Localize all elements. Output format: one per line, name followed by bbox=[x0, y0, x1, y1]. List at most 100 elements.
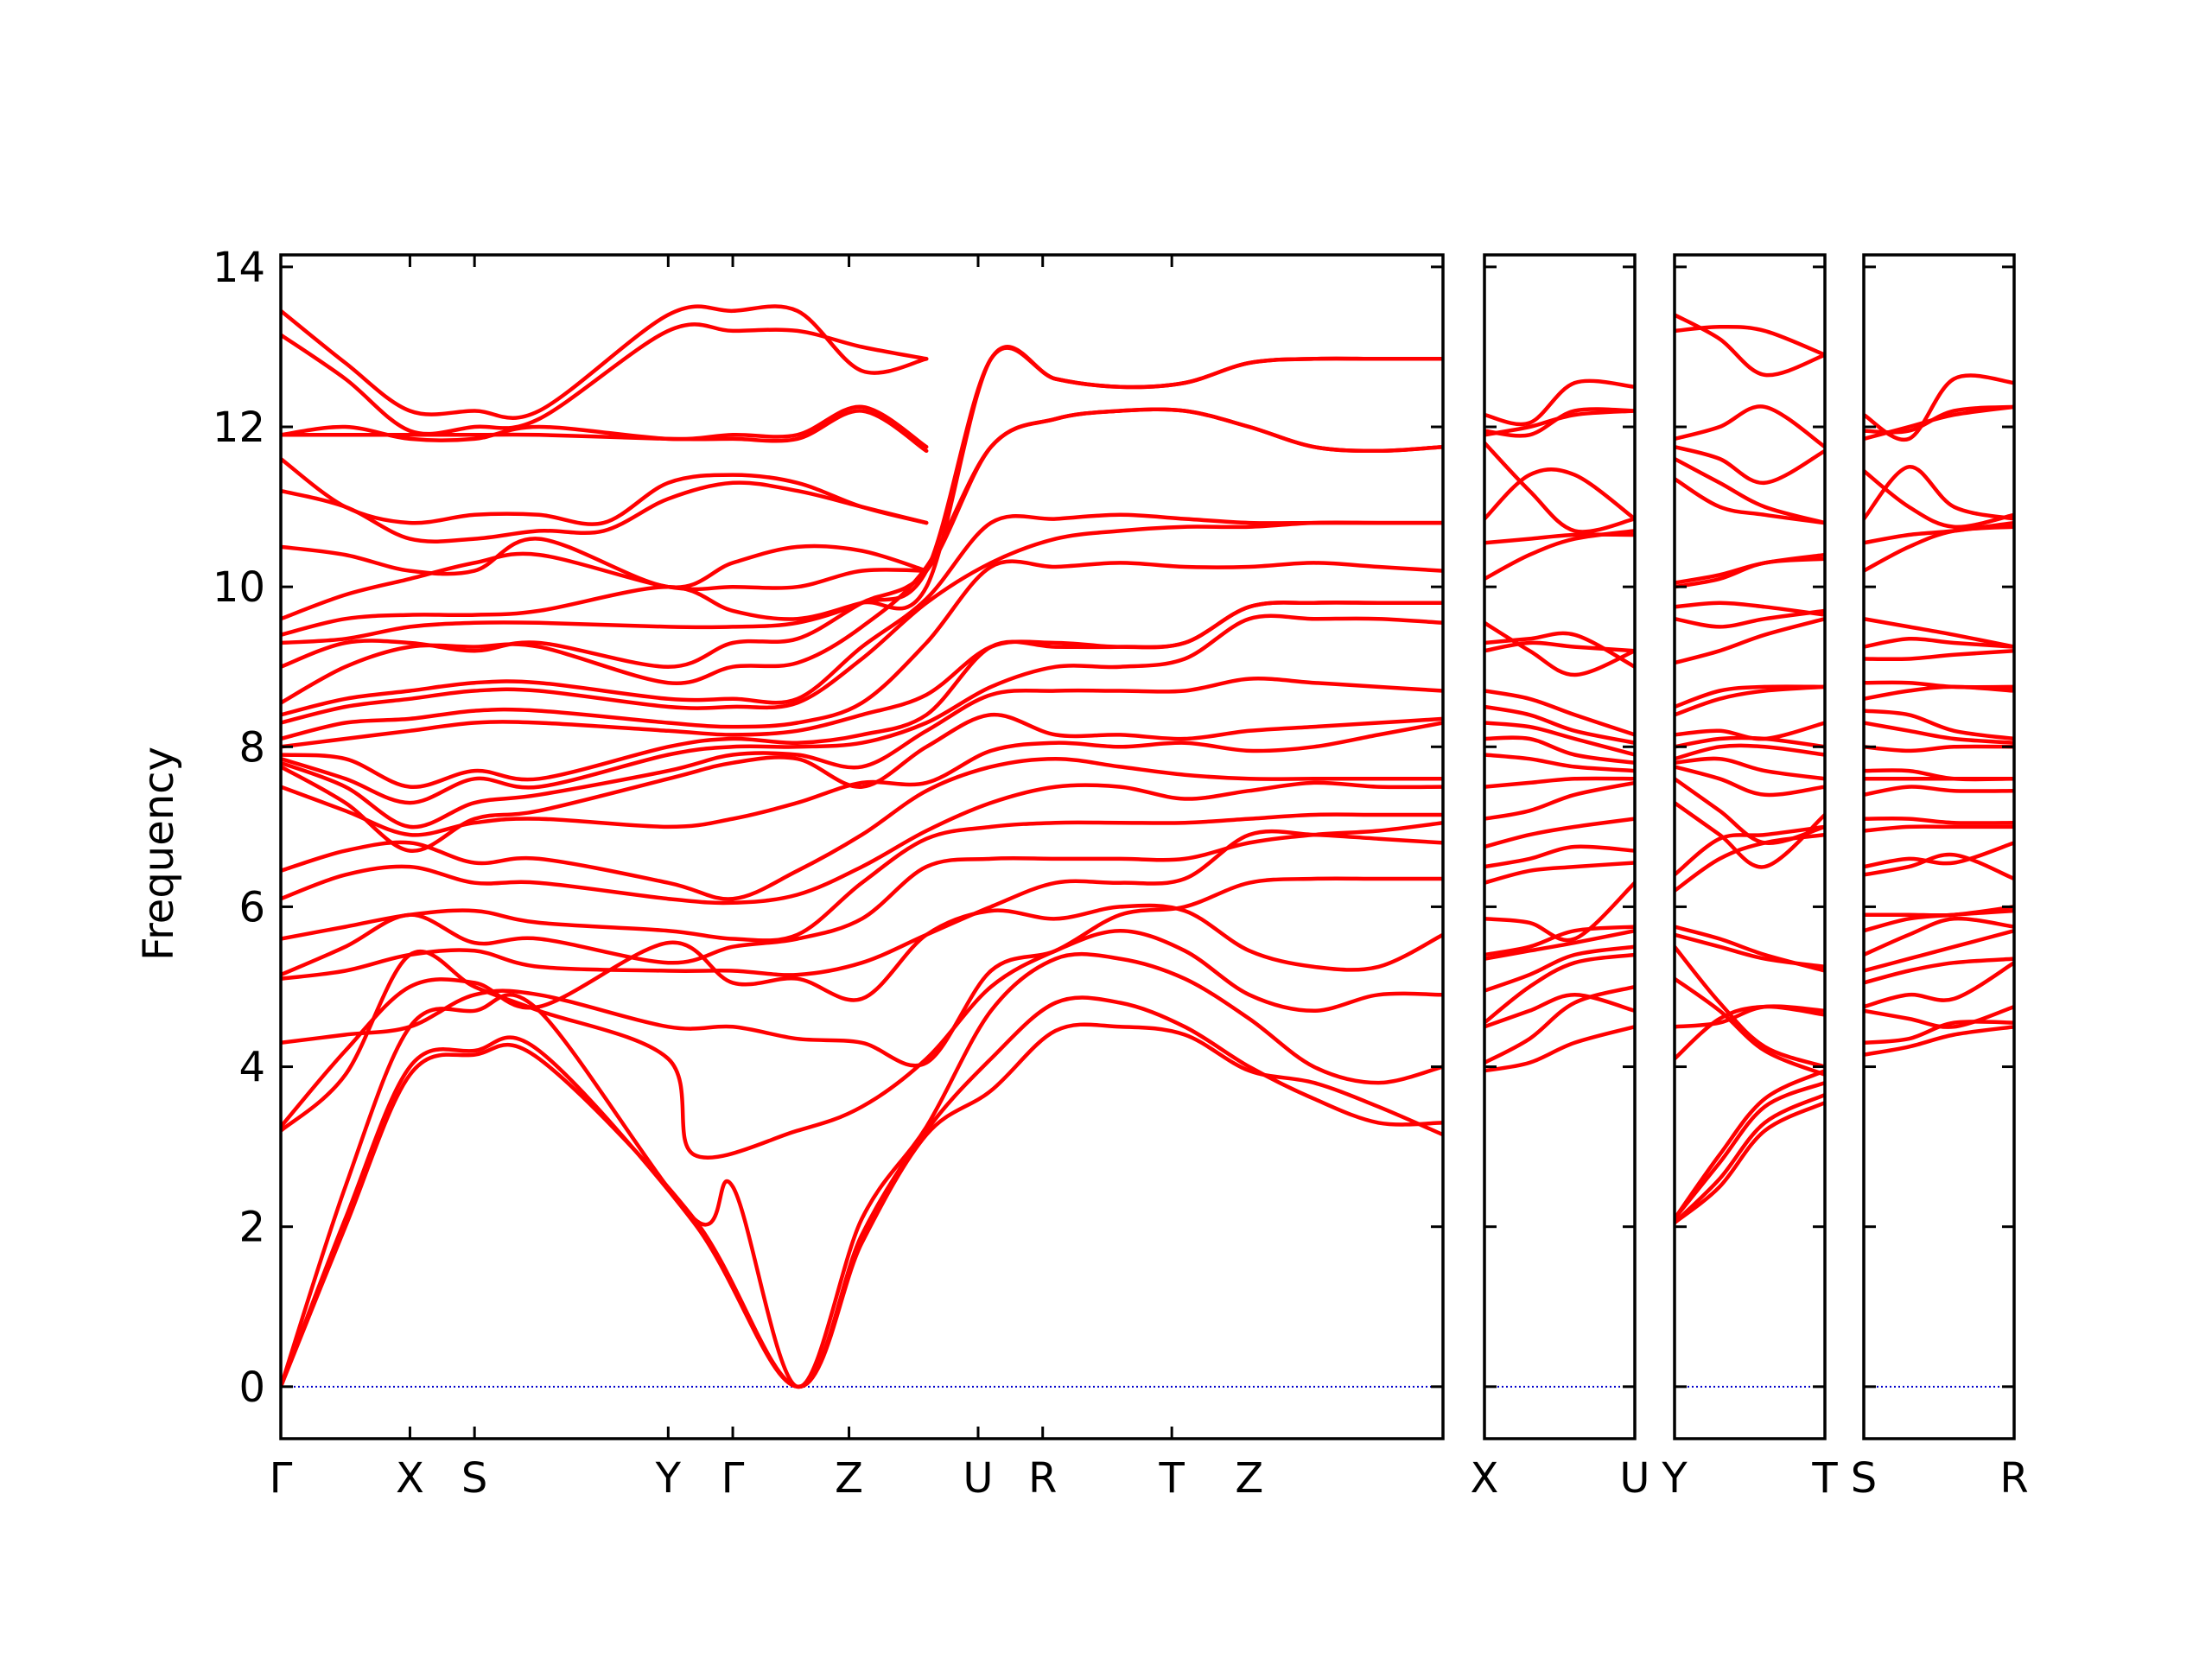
band-line-7 bbox=[1675, 976, 1825, 1077]
y-tick-label: 2 bbox=[238, 1204, 265, 1252]
x-tick-label: Z bbox=[835, 1454, 863, 1503]
band-line-8 bbox=[281, 820, 1443, 977]
band-line-15 bbox=[1484, 735, 1635, 766]
panel-frame bbox=[279, 253, 1445, 1440]
y-tick-label: 6 bbox=[238, 883, 265, 931]
band-line-4 bbox=[281, 928, 1443, 1160]
band-line-18 bbox=[1864, 721, 2014, 745]
band-line-10 bbox=[1484, 844, 1635, 869]
band-line-7 bbox=[281, 829, 1443, 981]
band-line-23 bbox=[1484, 532, 1635, 545]
band-line-27 bbox=[1864, 465, 2014, 521]
band-line-13 bbox=[1484, 776, 1635, 789]
band-line-14 bbox=[1484, 753, 1635, 773]
panel-frame bbox=[1483, 253, 1637, 1440]
band-line-26 bbox=[281, 537, 929, 589]
band-line-8 bbox=[1675, 944, 1825, 1069]
band-line-19 bbox=[281, 520, 1443, 725]
band-line-15 bbox=[281, 613, 1443, 805]
x-tick-label: U bbox=[1619, 1454, 1649, 1503]
band-line-20 bbox=[281, 512, 1443, 717]
band-line-2 bbox=[1864, 1020, 2014, 1046]
band-line-29 bbox=[1675, 444, 1825, 486]
band-line-24 bbox=[1484, 467, 1635, 521]
y-tick-label: 8 bbox=[238, 723, 265, 772]
band-line-22 bbox=[281, 407, 1443, 669]
band-line-27 bbox=[281, 480, 929, 543]
band-line-17 bbox=[1484, 704, 1635, 745]
y-tick-label: 14 bbox=[213, 244, 265, 292]
band-line-23 bbox=[1864, 636, 2014, 649]
band-line-2 bbox=[1675, 1092, 1825, 1225]
band-line-28 bbox=[1484, 378, 1635, 427]
band-line-27 bbox=[1675, 476, 1825, 525]
x-tick-label: X bbox=[1471, 1454, 1499, 1503]
y-tick-label: 0 bbox=[238, 1363, 265, 1412]
band-line-21 bbox=[1484, 620, 1635, 677]
band-line-14 bbox=[1864, 785, 2014, 798]
band-line-6 bbox=[1864, 928, 2014, 973]
band-line-7 bbox=[1864, 916, 2014, 957]
band-line-30 bbox=[1675, 404, 1825, 449]
band-line-6 bbox=[281, 876, 1443, 1068]
band-line-28 bbox=[281, 456, 929, 526]
band-line-30 bbox=[281, 404, 929, 449]
band-line-17 bbox=[1675, 743, 1825, 761]
band-line-3 bbox=[1864, 1004, 2014, 1029]
band-line-8 bbox=[1484, 880, 1635, 943]
band-line-3 bbox=[281, 951, 1443, 1389]
band-line-2 bbox=[281, 995, 1443, 1389]
band-line-22 bbox=[1484, 529, 1635, 582]
x-tick-label: Γ bbox=[721, 1454, 745, 1503]
band-line-9 bbox=[1864, 905, 2014, 918]
band-line-24 bbox=[281, 345, 1443, 637]
x-tick-label: Y bbox=[655, 1454, 682, 1503]
band-line-13 bbox=[1675, 800, 1825, 869]
band-line-19 bbox=[1675, 721, 1825, 741]
band-line-15 bbox=[1675, 765, 1825, 798]
band-line-27 bbox=[1484, 407, 1635, 438]
band-line-22 bbox=[1864, 648, 2014, 662]
bands-group bbox=[1484, 378, 1635, 1073]
band-line-11 bbox=[1484, 817, 1635, 849]
band-line-25 bbox=[281, 551, 929, 621]
band-line-21 bbox=[1675, 684, 1825, 709]
band-line-4 bbox=[1675, 1068, 1825, 1221]
band-line-17 bbox=[281, 601, 1443, 749]
bands-group bbox=[1864, 373, 2014, 1057]
x-tick-label: T bbox=[1159, 1454, 1185, 1503]
panel-frame bbox=[1673, 253, 1827, 1440]
band-line-20 bbox=[1675, 684, 1825, 717]
band-line-10 bbox=[281, 780, 1443, 906]
band-line-22 bbox=[1675, 616, 1825, 665]
band-line-4 bbox=[1484, 952, 1635, 1025]
band-line-32 bbox=[281, 304, 929, 420]
band-line-16 bbox=[281, 601, 1443, 789]
band-line-9 bbox=[1484, 861, 1635, 885]
band-line-11 bbox=[1864, 841, 2014, 869]
band-line-17 bbox=[1864, 744, 2014, 753]
x-tick-label: Γ bbox=[270, 1454, 293, 1503]
band-line-23 bbox=[1675, 608, 1825, 629]
band-line-1 bbox=[281, 1022, 1443, 1389]
band-line-5 bbox=[1484, 944, 1635, 993]
bands-group bbox=[281, 304, 1443, 1389]
band-line-20 bbox=[1484, 631, 1635, 669]
band-line-21 bbox=[1864, 680, 2014, 690]
band-line-13 bbox=[281, 713, 1443, 853]
band-line-5 bbox=[1675, 1004, 1825, 1061]
band-line-18 bbox=[281, 559, 1443, 741]
band-line-19 bbox=[1484, 640, 1635, 653]
x-tick-label: X bbox=[396, 1454, 424, 1503]
band-line-24 bbox=[1864, 616, 2014, 649]
y-axis-label: Frequency bbox=[135, 747, 183, 961]
band-line-5 bbox=[281, 903, 1443, 1129]
y-tick-label: 4 bbox=[238, 1044, 265, 1092]
band-line-25 bbox=[1484, 441, 1635, 534]
band-line-24 bbox=[1675, 601, 1825, 617]
